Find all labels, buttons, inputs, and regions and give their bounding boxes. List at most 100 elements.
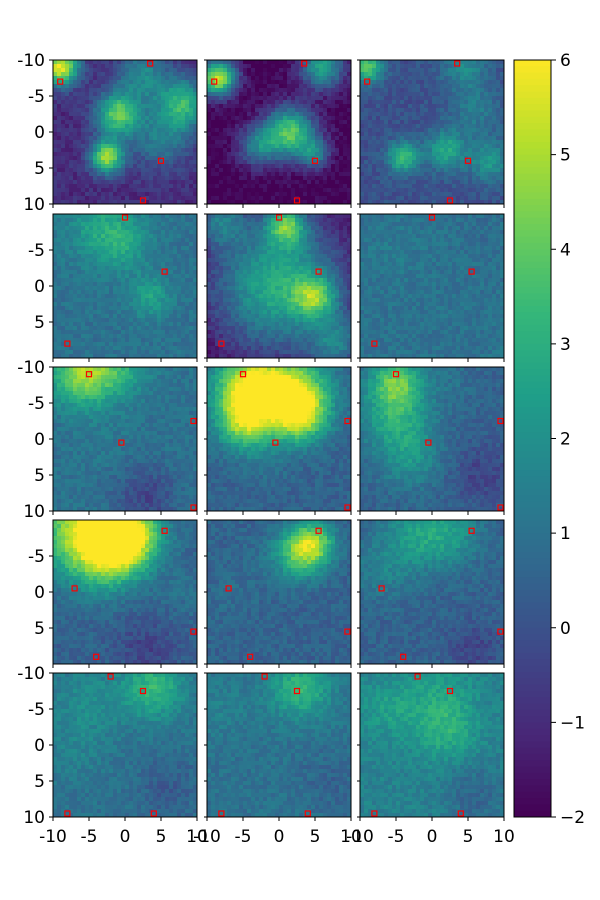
heatmap-cell <box>279 104 284 109</box>
heatmap-cell <box>420 180 425 185</box>
heatmap-cell <box>400 64 405 69</box>
heatmap-cell <box>185 258 190 263</box>
heatmap-cell <box>97 168 102 173</box>
heatmap-cell <box>121 234 126 239</box>
heatmap-cell <box>400 192 405 197</box>
heatmap-cell <box>480 108 485 113</box>
heatmap-cell <box>227 128 232 133</box>
heatmap-cell <box>259 132 264 137</box>
heatmap-cell <box>173 64 178 69</box>
heatmap-cell <box>500 192 505 197</box>
heatmap-cell <box>315 152 320 157</box>
heatmap-cell <box>61 120 66 125</box>
heatmap-cell <box>299 144 304 149</box>
heatmap-cell <box>69 68 74 73</box>
heatmap-cell <box>207 104 212 109</box>
heatmap-cell <box>165 184 170 189</box>
heatmap-cell <box>117 72 122 77</box>
heatmap-cell <box>372 148 377 153</box>
heatmap-cell <box>343 112 348 117</box>
heatmap-cell <box>307 196 312 201</box>
heatmap-cell <box>480 104 485 109</box>
heatmap-cell <box>149 164 154 169</box>
heatmap-cell <box>129 132 134 137</box>
heatmap-cell <box>488 176 493 181</box>
heatmap-cell <box>496 76 501 81</box>
heatmap-cell <box>476 124 481 129</box>
heatmap-cell <box>339 180 344 185</box>
heatmap-cell <box>189 116 194 121</box>
heatmap-cell <box>384 64 389 69</box>
heatmap-cell <box>388 64 393 69</box>
heatmap-cell <box>215 152 220 157</box>
heatmap-cell <box>161 318 166 323</box>
heatmap-cell <box>376 136 381 141</box>
heatmap-cell <box>113 76 118 81</box>
heatmap-cell <box>488 132 493 137</box>
heatmap-cell <box>117 148 122 153</box>
heatmap-cell <box>133 180 138 185</box>
heatmap-cell <box>133 84 138 89</box>
heatmap-cell <box>239 96 244 101</box>
heatmap-cell <box>235 84 240 89</box>
heatmap-cell <box>392 96 397 101</box>
heatmap-cell <box>81 184 86 189</box>
heatmap-cell <box>303 88 308 93</box>
heatmap-cell <box>460 164 465 169</box>
heatmap-cell <box>408 152 413 157</box>
heatmap-cell <box>69 84 74 89</box>
heatmap-cell <box>432 188 437 193</box>
heatmap-cell <box>287 164 292 169</box>
heatmap-cell <box>347 100 352 105</box>
heatmap-cell <box>81 238 86 243</box>
heatmap-cell <box>121 290 126 295</box>
heatmap-cell <box>440 160 445 165</box>
heatmap-cell <box>141 120 146 125</box>
heatmap-cell <box>73 282 78 287</box>
heatmap-cell <box>323 172 328 177</box>
heatmap-cell <box>117 282 122 287</box>
heatmap-cell <box>432 100 437 105</box>
heatmap-cell <box>380 164 385 169</box>
heatmap-cell <box>267 176 272 181</box>
heatmap-cell <box>384 152 389 157</box>
heatmap-cell <box>408 168 413 173</box>
heatmap-cell <box>275 124 280 129</box>
heatmap-cell <box>215 112 220 117</box>
heatmap-cell <box>181 72 186 77</box>
heatmap-cell <box>141 266 146 271</box>
heatmap-cell <box>121 242 126 247</box>
heatmap-cell <box>137 278 142 283</box>
heatmap-cell <box>185 156 190 161</box>
heatmap-cell <box>133 112 138 117</box>
heatmap-cell <box>57 60 62 65</box>
heatmap-cell <box>89 172 94 177</box>
heatmap-cell <box>412 176 417 181</box>
heatmap-cell <box>211 136 216 141</box>
heatmap-cell <box>360 128 365 133</box>
heatmap-cell <box>287 108 292 113</box>
heatmap-cell <box>484 88 489 93</box>
heatmap-cell <box>372 176 377 181</box>
heatmap-cell <box>255 128 260 133</box>
heatmap-cell <box>141 286 146 291</box>
heatmap-cell <box>69 326 74 331</box>
heatmap-cell <box>476 136 481 141</box>
heatmap-cell <box>125 108 130 113</box>
heatmap-cell <box>452 80 457 85</box>
heatmap-cell <box>207 168 212 173</box>
heatmap-cell <box>61 242 66 247</box>
heatmap-cell <box>157 226 162 231</box>
heatmap-cell <box>93 72 98 77</box>
heatmap-cell <box>169 168 174 173</box>
heatmap-cell <box>412 168 417 173</box>
heatmap-cell <box>53 140 58 145</box>
heatmap-cell <box>65 92 70 97</box>
heatmap-cell <box>65 326 70 331</box>
heatmap-cell <box>404 192 409 197</box>
heatmap-cell <box>263 172 268 177</box>
heatmap-cell <box>129 262 134 267</box>
heatmap-cell <box>343 160 348 165</box>
heatmap-cell <box>408 104 413 109</box>
heatmap-cell <box>157 222 162 227</box>
